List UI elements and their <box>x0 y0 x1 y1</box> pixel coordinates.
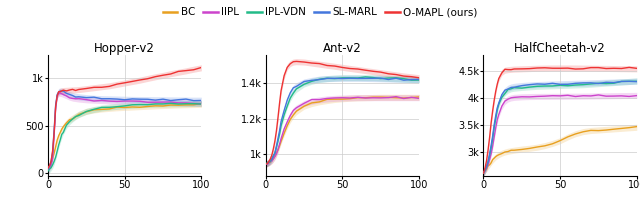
Title: HalfCheetah-v2: HalfCheetah-v2 <box>515 42 606 55</box>
Title: Hopper-v2: Hopper-v2 <box>94 42 155 55</box>
Legend: BC, IIPL, IPL-VDN, SL-MARL, O-MAPL (ours): BC, IIPL, IPL-VDN, SL-MARL, O-MAPL (ours… <box>159 3 481 22</box>
Title: Ant-v2: Ant-v2 <box>323 42 362 55</box>
